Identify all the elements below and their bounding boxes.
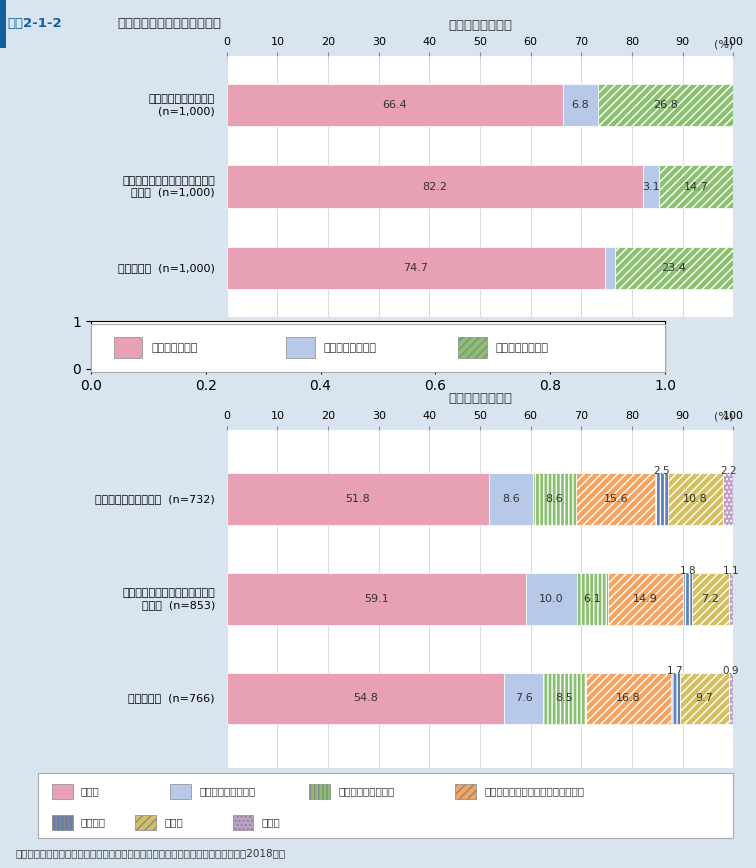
Text: パート・アルバイト（学生を除く）: パート・アルバイト（学生を除く） [485,786,584,797]
Text: 各類型の就業状態と就業形態: 各類型の就業状態と就業形態 [117,17,222,30]
Text: 1.1: 1.1 [723,566,740,576]
Bar [643,166,659,207]
Text: 公務員（正規職員）: 公務員（正規職員） [199,786,256,797]
Bar [655,473,668,525]
Text: 現在休職中である: 現在休職中である [324,343,376,352]
Text: 82.2: 82.2 [423,181,448,192]
Bar [608,573,683,625]
Text: 1.7: 1.7 [667,666,683,675]
Text: 54.8: 54.8 [353,694,378,703]
Text: 資料：厚生労働省政策統括官付政策評価官室委託「自立支援に関する意識調査」（2018年）: 資料：厚生労働省政策統括官付政策評価官室委託「自立支援に関する意識調査」（201… [15,848,285,858]
Bar [227,673,504,725]
Text: 14.9: 14.9 [633,594,658,604]
Text: 74.7: 74.7 [404,263,429,273]
Text: 9.7: 9.7 [696,694,713,703]
Bar [723,473,734,525]
Text: 自営業: 自営業 [164,818,183,828]
Bar [729,573,734,625]
Text: 59.1: 59.1 [364,594,389,604]
Text: 23.4: 23.4 [662,263,686,273]
Text: 51.8: 51.8 [345,495,370,504]
Text: 現在働いていない: 現在働いていない [496,343,549,352]
Text: 7.2: 7.2 [702,594,720,604]
Text: 66.4: 66.4 [383,100,407,110]
Bar [683,573,692,625]
Bar [671,673,680,725]
Bar [51,816,73,830]
Text: 6.1: 6.1 [584,594,601,604]
Text: 1.8: 1.8 [680,566,696,576]
Bar [135,816,156,830]
Bar [504,673,543,725]
Text: 8.6: 8.6 [502,495,520,504]
Bar [170,785,191,799]
Bar [6,0,112,48]
Bar [458,337,487,358]
Bar [533,473,576,525]
Text: 14.7: 14.7 [683,181,708,192]
Bar [692,573,729,625]
Text: (%): (%) [714,411,733,421]
Text: 0.9: 0.9 [723,666,739,675]
Bar [563,84,597,127]
Bar [605,247,615,289]
Text: 10.8: 10.8 [683,495,708,504]
Text: 図表2-1-2: 図表2-1-2 [8,17,62,30]
Text: 8.5: 8.5 [556,694,573,703]
Bar [615,247,733,289]
Bar [489,473,533,525]
Text: 3.1: 3.1 [642,181,660,192]
Bar [0,0,6,48]
Text: (%): (%) [714,40,733,50]
Bar [227,473,489,525]
Text: 6.8: 6.8 [572,100,589,110]
Bar [113,337,142,358]
Bar [729,673,733,725]
Text: 10.0: 10.0 [539,594,564,604]
Text: 26.8: 26.8 [653,100,678,110]
Bar [526,573,577,625]
Text: 2.2: 2.2 [720,466,736,477]
Text: 16.8: 16.8 [616,694,641,703]
Bar [576,473,655,525]
Bar [233,816,253,830]
Bar [309,785,330,799]
Text: 7.6: 7.6 [515,694,532,703]
Bar [455,785,476,799]
Text: 派遣社員: 派遣社員 [81,818,106,828]
Bar [597,84,733,127]
Title: 各類型の就業状態: 各類型の就業状態 [448,19,512,32]
Bar [227,573,526,625]
Title: 各類型の就業形態: 各類型の就業形態 [448,392,512,405]
Text: 正社員: 正社員 [81,786,100,797]
Bar [680,673,729,725]
Bar [227,247,605,289]
Bar [227,166,643,207]
Bar [659,166,733,207]
Bar [543,673,586,725]
Bar [586,673,671,725]
Text: 15.6: 15.6 [603,495,628,504]
Bar [577,573,608,625]
Text: その他: その他 [262,818,280,828]
Text: 現在働いている: 現在働いている [151,343,197,352]
Bar [668,473,723,525]
Bar [286,337,314,358]
Text: 契約社員・嘱託社員: 契約社員・嘱託社員 [338,786,395,797]
Text: 2.5: 2.5 [653,466,670,477]
Bar [51,785,73,799]
Text: 8.6: 8.6 [546,495,563,504]
Bar [227,84,563,127]
